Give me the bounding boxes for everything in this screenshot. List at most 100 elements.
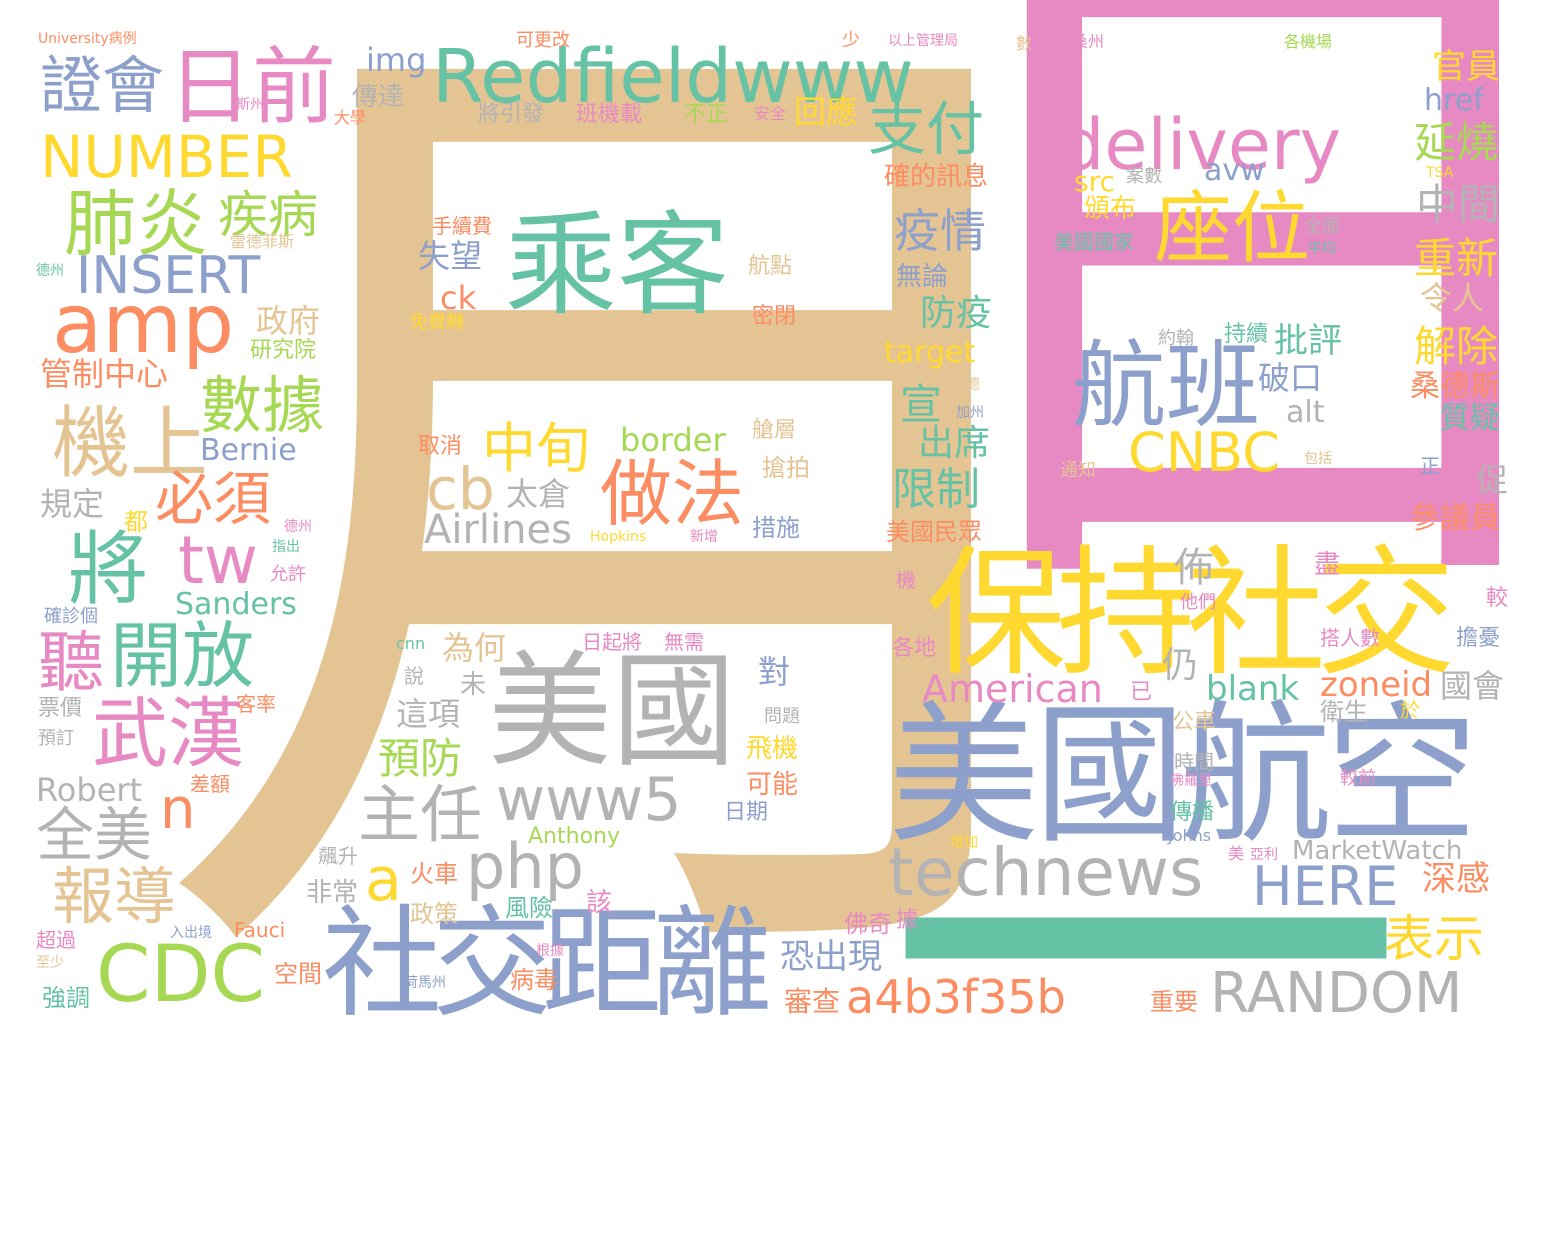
- word-qiangpai: 新增: [690, 529, 718, 545]
- word-reng: 仍: [1162, 645, 1199, 686]
- word-mianzhuan: 免費轉: [410, 312, 464, 333]
- word-zuowei: 座位: [1154, 184, 1311, 274]
- word-cangceng: 艙層: [752, 418, 797, 443]
- word-yiqing: 疫情: [894, 204, 986, 258]
- word-hopkins: Hopkins: [590, 529, 647, 545]
- word-buzheng: 不正: [684, 102, 729, 127]
- word-xianzhi: 限制: [892, 464, 980, 515]
- word-a: a: [365, 845, 402, 915]
- word-gongche: 公車: [1172, 710, 1217, 735]
- word-border: border: [620, 421, 726, 459]
- word-jiazhou: 加州: [956, 405, 984, 421]
- word-quexun: 確的訊息: [884, 162, 989, 192]
- word-robert: Robert: [36, 771, 143, 809]
- word-jiangyinfa: 將引發: [478, 102, 545, 127]
- word-meiguominzhong: 美國民眾: [886, 518, 982, 546]
- word-ck: ck: [440, 279, 477, 317]
- word-cloud: 月 日 一 乘客 美國 美國航空 保持社交 社交距離 航班 座位 deliver…: [36, 0, 1548, 1210]
- word-yuding: 預訂: [38, 728, 74, 749]
- word-shijian: 時間: [1174, 750, 1214, 774]
- word-anthony: Anthony: [528, 824, 620, 849]
- word-bixu: 必須: [155, 465, 272, 533]
- word-amp: amp: [52, 277, 235, 372]
- word-n: n: [160, 777, 196, 842]
- word-baochi-shejiao: 保持社交: [926, 533, 1456, 696]
- word-yinjiang: 根據: [536, 943, 564, 959]
- word-johns: Johns: [1168, 826, 1212, 845]
- word-zhengfu: 政府: [256, 302, 321, 340]
- word-delivery: delivery: [1060, 104, 1342, 186]
- word-baokuo: 包括: [1304, 451, 1332, 467]
- word-feiji: 飛機: [746, 734, 799, 764]
- word-alt: alt: [1286, 395, 1325, 430]
- word-chuxi: 出席: [918, 423, 991, 464]
- word-ting: 聽: [38, 624, 104, 701]
- word-fuqi: 佛奇: [844, 910, 892, 938]
- word-hangban: 航班: [1072, 332, 1261, 441]
- word-xinzeng: 德州: [284, 519, 312, 535]
- word-cuoshi: 措施: [752, 514, 800, 542]
- word-guiding: 規定: [40, 485, 105, 523]
- word-kelv: 客率: [236, 692, 276, 716]
- word-shu: 數: [1016, 34, 1033, 53]
- word-cu: 促: [1476, 461, 1509, 499]
- word-geidi: 各地: [892, 636, 937, 661]
- word-ri: 日: [900, 0, 1548, 689]
- word-img: img: [366, 41, 427, 79]
- word-banbu: 頒布: [1084, 194, 1137, 224]
- word-zuiqian: 較前: [1340, 768, 1376, 789]
- word-sanders: Sanders: [175, 587, 297, 622]
- word-technews: technews: [888, 834, 1204, 911]
- word-tsa: TSA: [1426, 165, 1454, 181]
- word-pingjun: 平均: [1308, 241, 1336, 257]
- word-dui: 對: [758, 653, 791, 691]
- word-chae: 差額: [190, 772, 230, 796]
- word-yi2: 已: [1130, 680, 1153, 705]
- word-danyou: 擔憂: [1456, 626, 1501, 651]
- word-jiao: 較: [1486, 586, 1509, 611]
- word-zhidian: 潛: [954, 260, 971, 279]
- word-riqi: 日期: [724, 800, 769, 825]
- word-bu: 佈: [1174, 545, 1214, 591]
- word-chuanda: 傳達: [352, 82, 405, 112]
- word-wulun: 無論: [896, 262, 949, 292]
- word-here: HERE: [1252, 855, 1399, 918]
- word-kegenggai: 可更改: [516, 30, 570, 51]
- word-guohui: 國會: [1440, 667, 1505, 705]
- word-redfield: Redfieldwww: [432, 34, 914, 120]
- word-feiyan: 肺炎: [64, 182, 209, 266]
- word-cdc: CDC: [96, 930, 265, 1020]
- word-insert: INSERT: [76, 246, 261, 306]
- word-jibing: 疾病: [218, 186, 318, 244]
- word-zhenghui: 證會: [40, 49, 165, 122]
- word-university: University病例: [38, 31, 137, 47]
- word-mibi: 密閉: [752, 304, 797, 329]
- word-shencha: 審查: [784, 985, 841, 1018]
- word-blank: blank: [1206, 669, 1300, 709]
- word-lingren: 令人: [1420, 279, 1485, 317]
- word-shiwang: 失望: [418, 237, 483, 275]
- word-jiang: 將: [68, 523, 148, 616]
- word-shuo: 說: [404, 664, 424, 688]
- word-shuju: 數據: [200, 369, 325, 442]
- word-ju: 據: [896, 908, 919, 933]
- word-chongxin: 重新: [1414, 234, 1499, 283]
- word-fauci: Fauci: [234, 918, 286, 942]
- word-zhongxun: 中旬: [482, 417, 590, 480]
- word-shouxufei: 手續費: [432, 214, 492, 238]
- word-xiangzhou: 斯州: [236, 97, 264, 113]
- word-src: src: [1074, 165, 1115, 198]
- word-american: American: [922, 667, 1103, 711]
- word-mei2: 美: [1228, 844, 1245, 863]
- word-yufang: 預防: [378, 734, 463, 783]
- word-php: php: [466, 830, 585, 903]
- word-zhichi: 支付: [868, 95, 985, 163]
- word-avw: avw: [1204, 153, 1265, 188]
- word-taicang: 太倉: [506, 475, 571, 513]
- word-zhengce: 政策: [410, 900, 458, 928]
- word-hangdian: 航點: [748, 254, 793, 279]
- word-zhuren: 主任: [358, 778, 483, 851]
- word-rujing: 入出境: [170, 925, 212, 941]
- word-yishangguanli: 以上管理局: [888, 33, 958, 49]
- word-huihua: 佛羅里: [1170, 773, 1212, 789]
